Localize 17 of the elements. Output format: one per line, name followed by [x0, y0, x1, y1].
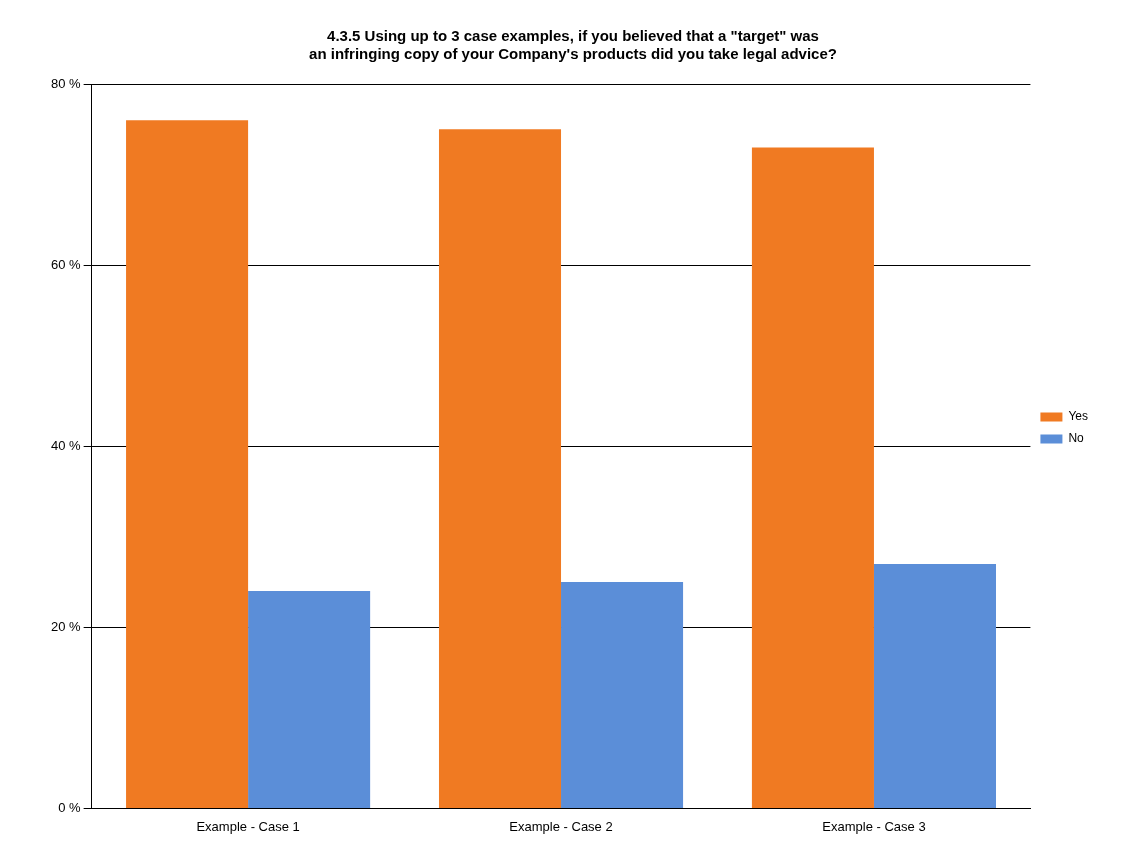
y-tick-label: 20 %: [50, 618, 82, 634]
chart-title: 4.3.5 Using up to 3 case examples, if you believed that a "target" was an infringing copy of your Company's products did you take legal advice?: [309, 27, 837, 63]
bar: [126, 120, 249, 808]
legend-label: Yes: [1068, 409, 1088, 424]
y-tick-label: 80 %: [50, 75, 82, 91]
bar: [873, 563, 996, 808]
y-tick-label: 60 %: [50, 256, 82, 272]
x-tick-label: Example - Case 3: [822, 818, 926, 834]
bar: [248, 591, 371, 808]
x-tick-label: Example - Case 2: [509, 818, 613, 834]
legend-label: No: [1068, 431, 1085, 446]
y-tick-label: 0 %: [58, 799, 82, 815]
bar: [561, 582, 684, 808]
bar: [751, 147, 874, 808]
y-tick-label: 40 %: [50, 437, 82, 453]
bar: [438, 129, 562, 808]
x-tick-label: Example - Case 1: [196, 818, 300, 834]
